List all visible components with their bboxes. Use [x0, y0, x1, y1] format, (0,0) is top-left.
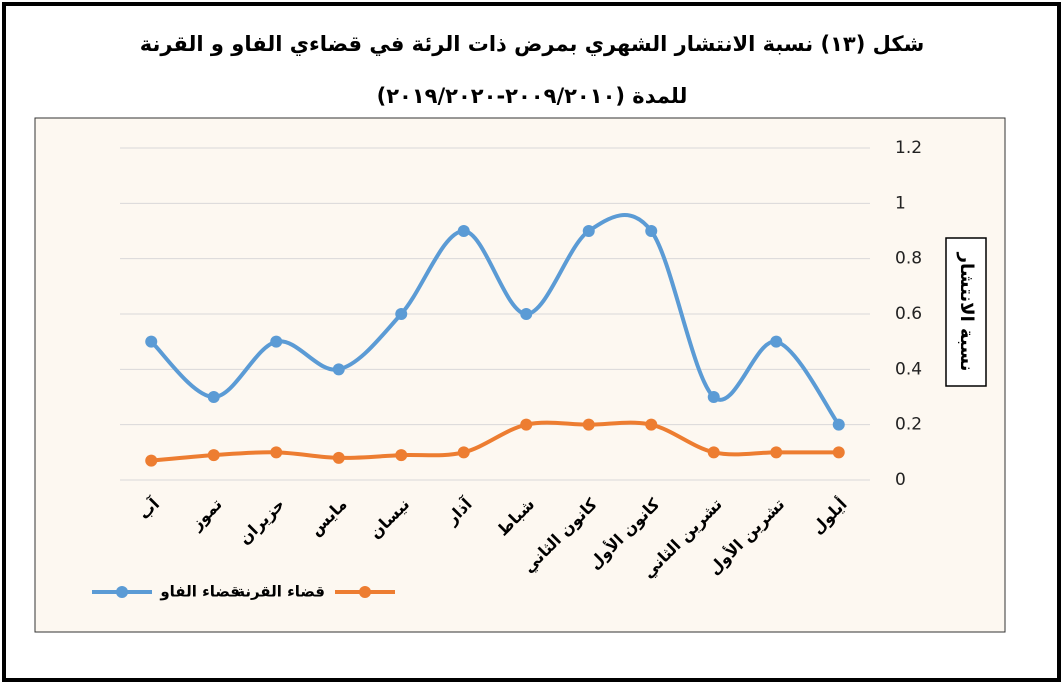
chart-title: للمدة (٢٠٠٩/٢٠١٠-٢٠١٩/٢٠٢٠)	[377, 84, 688, 108]
data-point	[457, 225, 470, 237]
y-tick-label: 0.2	[895, 415, 922, 435]
data-point	[332, 363, 345, 376]
data-point	[770, 446, 783, 459]
data-point	[520, 308, 533, 320]
chart-title: شكل (١٣) نسبة الانتشار الشهري بمرض ذات ا…	[140, 32, 925, 57]
legend-marker	[116, 586, 128, 598]
y-tick-label: 0.6	[895, 304, 922, 324]
data-point	[332, 451, 345, 464]
y-tick-label: 1.2	[895, 138, 922, 158]
y-label-box	[945, 237, 987, 387]
y-axis-label: نسبة الانتشار	[956, 252, 977, 372]
data-point	[520, 418, 533, 431]
y-tick-label: 1	[895, 193, 906, 213]
data-point	[645, 418, 658, 431]
y-tick-label: 0	[895, 470, 906, 490]
legend-label: قضاء القرنة	[236, 583, 325, 601]
data-point	[645, 225, 658, 237]
legend-label: قضاء الفاو	[159, 583, 240, 601]
data-point	[270, 335, 283, 348]
data-point	[395, 449, 408, 462]
data-point	[395, 308, 408, 320]
data-point	[270, 446, 283, 459]
data-point	[145, 335, 158, 348]
data-point	[832, 446, 845, 459]
legend-marker	[359, 586, 371, 598]
data-point	[582, 225, 595, 237]
data-point	[707, 446, 720, 459]
data-point	[582, 418, 595, 431]
data-point	[832, 418, 845, 431]
data-point	[770, 335, 783, 348]
data-point	[457, 446, 470, 459]
data-point	[145, 454, 158, 467]
data-point	[707, 391, 720, 403]
data-point	[207, 449, 220, 462]
y-tick-label: 0.4	[895, 359, 922, 379]
y-tick-label: 0.8	[895, 249, 922, 269]
data-point	[207, 391, 220, 403]
